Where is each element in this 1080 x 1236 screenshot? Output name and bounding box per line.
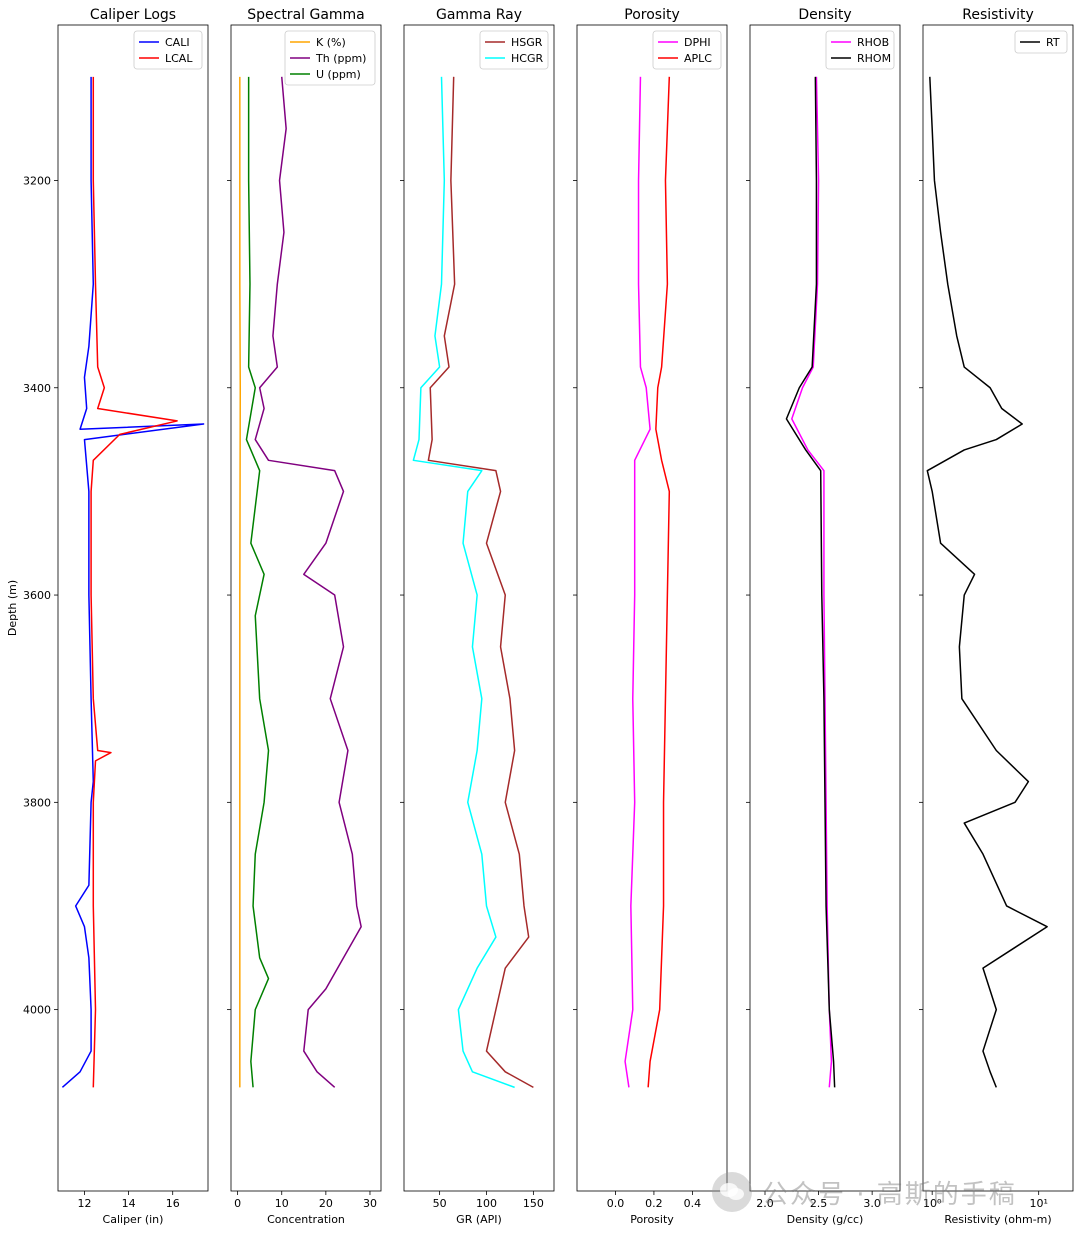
series-line-rhom xyxy=(785,76,836,1088)
x-tick-label: 50 xyxy=(433,1197,447,1210)
series-line-u-ppm xyxy=(245,76,270,1088)
series-line-hcgr xyxy=(412,76,515,1089)
panel-title: Spectral Gamma xyxy=(247,7,365,23)
series-line-rt xyxy=(926,76,1048,1088)
x-axis-label: Resistivity (ohm-m) xyxy=(944,1213,1051,1226)
x-tick-label: 0 xyxy=(234,1197,241,1210)
y-tick-label: 3600 xyxy=(23,589,51,602)
panel-4: Porosity 0.0 0.2 0.4 Porosity DPHI APLC xyxy=(573,7,728,1226)
x-tick-label: 100 xyxy=(476,1197,497,1210)
legend-label: Th (ppm) xyxy=(315,52,366,65)
x-tick-label: 10 xyxy=(275,1197,289,1210)
x-axis-label: Density (g/cc) xyxy=(787,1213,864,1226)
axes-frame xyxy=(576,24,728,1192)
series-line-th-ppm xyxy=(254,76,362,1088)
legend-label: HCGR xyxy=(511,52,543,65)
series-line-rhob xyxy=(791,76,833,1088)
series-line-dphi xyxy=(624,76,651,1088)
x-tick-label: 150 xyxy=(523,1197,544,1210)
axes-frame xyxy=(922,24,1074,1192)
series-group xyxy=(61,76,205,1088)
legend: RHOB RHOM xyxy=(825,30,895,70)
legend-box xyxy=(479,30,549,70)
panel-title: Gamma Ray xyxy=(436,7,522,23)
legend-label: K (%) xyxy=(316,36,346,49)
legend-box xyxy=(133,30,203,70)
x-axis-label: GR (API) xyxy=(456,1213,502,1226)
y-axis-label: Depth (m) xyxy=(6,580,19,636)
legend-box xyxy=(284,30,376,86)
axes-frame xyxy=(230,24,382,1192)
legend-label: LCAL xyxy=(165,52,193,65)
y-tick-label: 4000 xyxy=(23,1004,51,1017)
x-axis-label: Concentration xyxy=(267,1213,345,1226)
series-line-aplc xyxy=(647,76,671,1088)
y-tick-label: 3200 xyxy=(23,174,51,187)
panel-2: Spectral Gamma 0 10 20 30 Concentration K (%) T… xyxy=(227,7,382,1226)
legend-box xyxy=(825,30,895,70)
series-group xyxy=(785,76,836,1088)
series-line-hsgr xyxy=(427,76,534,1089)
x-tick-label: 12 xyxy=(77,1197,91,1210)
legend: RT xyxy=(1014,30,1068,54)
legend-label: DPHI xyxy=(684,36,711,49)
series-group xyxy=(926,76,1048,1088)
legend-label: RHOB xyxy=(857,36,889,49)
y-tick-label: 3800 xyxy=(23,796,51,809)
series-group xyxy=(412,76,534,1089)
x-tick-label: 20 xyxy=(319,1197,333,1210)
axes-frame xyxy=(57,24,209,1192)
x-tick-label: 0.4 xyxy=(684,1197,702,1210)
legend-label: HSGR xyxy=(511,36,543,49)
axes-frame xyxy=(749,24,901,1192)
legend-box xyxy=(1014,30,1068,54)
series-line-cali xyxy=(61,76,205,1088)
series-group xyxy=(624,76,671,1088)
legend-label: RHOM xyxy=(857,52,891,65)
legend-label: U (ppm) xyxy=(316,68,361,81)
x-tick-label: 0.2 xyxy=(645,1197,663,1210)
panel-title: Resistivity xyxy=(962,7,1034,23)
legend-box xyxy=(652,30,722,70)
legend-label: RT xyxy=(1046,36,1060,49)
x-tick-label: 3.0 xyxy=(863,1197,881,1210)
x-tick-label: 10⁰ xyxy=(923,1197,942,1210)
legend: HSGR HCGR xyxy=(479,30,549,70)
panel-title: Caliper Logs xyxy=(90,7,176,23)
series-line-lcal xyxy=(90,76,178,1088)
legend-label: CALI xyxy=(165,36,190,49)
x-tick-label: 0.0 xyxy=(607,1197,625,1210)
legend: CALI LCAL xyxy=(133,30,203,70)
x-tick-label: 2.0 xyxy=(756,1197,774,1210)
x-axis-label: Porosity xyxy=(630,1213,674,1226)
x-axis-label: Caliper (in) xyxy=(103,1213,164,1226)
x-tick-label: 30 xyxy=(363,1197,377,1210)
y-tick-label: 3400 xyxy=(23,382,51,395)
panel-title: Density xyxy=(798,7,851,23)
legend-label: APLC xyxy=(684,52,712,65)
x-tick-label: 10¹ xyxy=(1029,1197,1047,1210)
x-tick-label: 16 xyxy=(166,1197,180,1210)
x-tick-label: 2.5 xyxy=(810,1197,828,1210)
x-tick-label: 14 xyxy=(122,1197,136,1210)
legend: DPHI APLC xyxy=(652,30,722,70)
series-group xyxy=(239,76,362,1088)
panel-3: Gamma Ray 50 100 150 GR (API) HSGR HCGR xyxy=(400,7,555,1226)
panel-title: Porosity xyxy=(624,7,679,23)
legend: K (%) Th (ppm) U (ppm) xyxy=(284,30,376,86)
axes-frame xyxy=(403,24,555,1192)
panel-5: Density 2.0 2.5 3.0 Density (g/cc) RHOB RHOM xyxy=(746,7,901,1226)
panel-6: Resistivity 10⁰ 10¹ Resistivity (ohm-m) RT xyxy=(919,7,1074,1226)
